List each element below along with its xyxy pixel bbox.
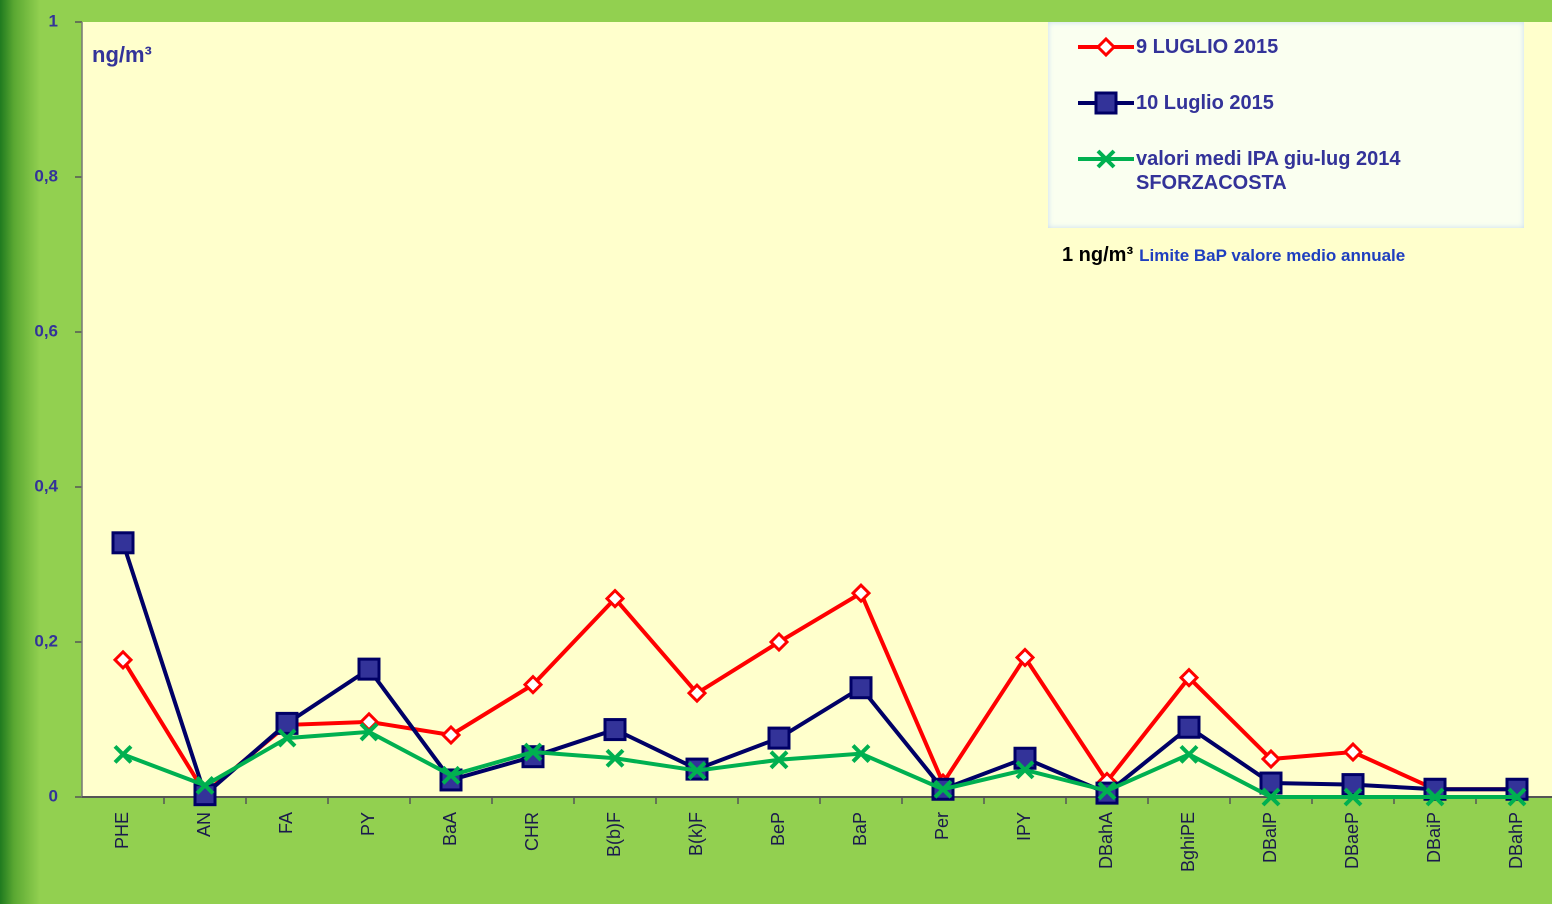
marker	[1097, 781, 1117, 801]
marker	[769, 750, 789, 770]
unit-label: ng/m³	[92, 42, 152, 67]
marker	[605, 748, 625, 768]
marker	[1014, 647, 1036, 668]
legend-symbol	[1078, 91, 1134, 115]
marker	[1095, 36, 1117, 58]
marker	[523, 742, 543, 762]
x-tick-label: B(k)F	[686, 812, 706, 856]
legend-symbol	[1078, 36, 1134, 58]
marker	[275, 711, 299, 735]
marker	[1177, 715, 1201, 739]
legend: 9 LUGLIO 2015 10 Luglio 2015 valori medi I…	[1048, 22, 1524, 228]
legend-item: 9 LUGLIO 2015	[1076, 32, 1524, 88]
x-tick-label: BeP	[768, 812, 788, 846]
y-tick-label: 1	[49, 11, 58, 30]
marker	[687, 761, 707, 781]
marker	[1015, 760, 1035, 780]
y-tick-label: 0,2	[34, 631, 58, 650]
marker	[851, 744, 871, 764]
y-tick-label: 0,8	[34, 166, 58, 185]
legend-label: valori medi IPA giu-lug 2014 SFORZACOSTA	[1136, 148, 1401, 194]
x-tick-label: BaP	[850, 812, 870, 846]
marker	[1425, 787, 1445, 807]
marker	[849, 676, 873, 700]
marker	[768, 631, 790, 653]
y-tick-label: 0	[49, 786, 58, 805]
marker	[112, 649, 134, 670]
x-tick-label: DBalP	[1260, 812, 1280, 863]
marker	[113, 744, 133, 764]
x-tick-label: DBahA	[1096, 812, 1116, 869]
x-tick-label: B(b)F	[604, 812, 624, 857]
marker	[1259, 771, 1283, 795]
plot: 0 0,2 0,4 0,6 0,8 1 PHE AN FA PY BaA CHR B(b)F B(k)F B…	[34, 11, 1552, 872]
marker	[357, 657, 381, 681]
x-tick-label: FA	[276, 812, 296, 834]
marker	[277, 728, 297, 748]
x-tick-label: BaA	[440, 812, 460, 846]
series-line	[122, 729, 1517, 799]
limit-value: 1 ng/m³	[1062, 244, 1134, 266]
marker	[933, 779, 953, 799]
marker	[604, 588, 626, 609]
x-tick-label: IPY	[1014, 812, 1034, 841]
x-tick-label: Per	[932, 812, 952, 840]
limit-note: 1 ng/m³ Limite BaP valore medio annuale	[1062, 244, 1405, 267]
x-tick-label: CHR	[522, 812, 542, 851]
marker	[1178, 667, 1200, 688]
y-tick-label: 0,6	[34, 321, 58, 340]
marker	[1261, 787, 1281, 807]
marker	[359, 722, 379, 742]
marker	[850, 583, 872, 604]
legend-item: 10 Luglio 2015	[1076, 88, 1524, 144]
marker	[111, 531, 135, 555]
marker	[441, 765, 461, 785]
marker	[1343, 787, 1363, 807]
marker	[440, 724, 462, 746]
legend-label: 10 Luglio 2015	[1136, 92, 1274, 114]
y-tick-label: 0,4	[34, 476, 58, 495]
marker	[1342, 741, 1364, 763]
marker	[522, 674, 544, 695]
legend-item: valori medi IPA giu-lug 2014 SFORZACOSTA	[1076, 144, 1524, 200]
marker	[195, 775, 215, 795]
series-line	[121, 590, 1517, 797]
x-tick-label: DBahP	[1506, 812, 1526, 869]
x-tick-label: DBaeP	[1342, 812, 1362, 869]
legend-symbol	[1078, 149, 1134, 169]
x-tick-label: AN	[194, 812, 214, 837]
marker	[686, 683, 708, 704]
marker	[1179, 744, 1199, 764]
marker	[1260, 748, 1282, 770]
x-tick-label: BghiPE	[1178, 812, 1198, 872]
marker	[603, 718, 627, 742]
marker	[767, 726, 791, 750]
legend-label: 9 LUGLIO 2015	[1136, 36, 1279, 58]
series-line	[121, 542, 1517, 799]
x-tick-label: PHE	[112, 812, 132, 849]
limit-text: Limite BaP valore medio annuale	[1139, 246, 1406, 265]
marker	[1096, 149, 1116, 169]
marker	[1094, 91, 1118, 115]
x-tick-label: PY	[358, 812, 378, 836]
x-tick-label: DBaiP	[1424, 812, 1444, 863]
marker	[1507, 787, 1527, 807]
